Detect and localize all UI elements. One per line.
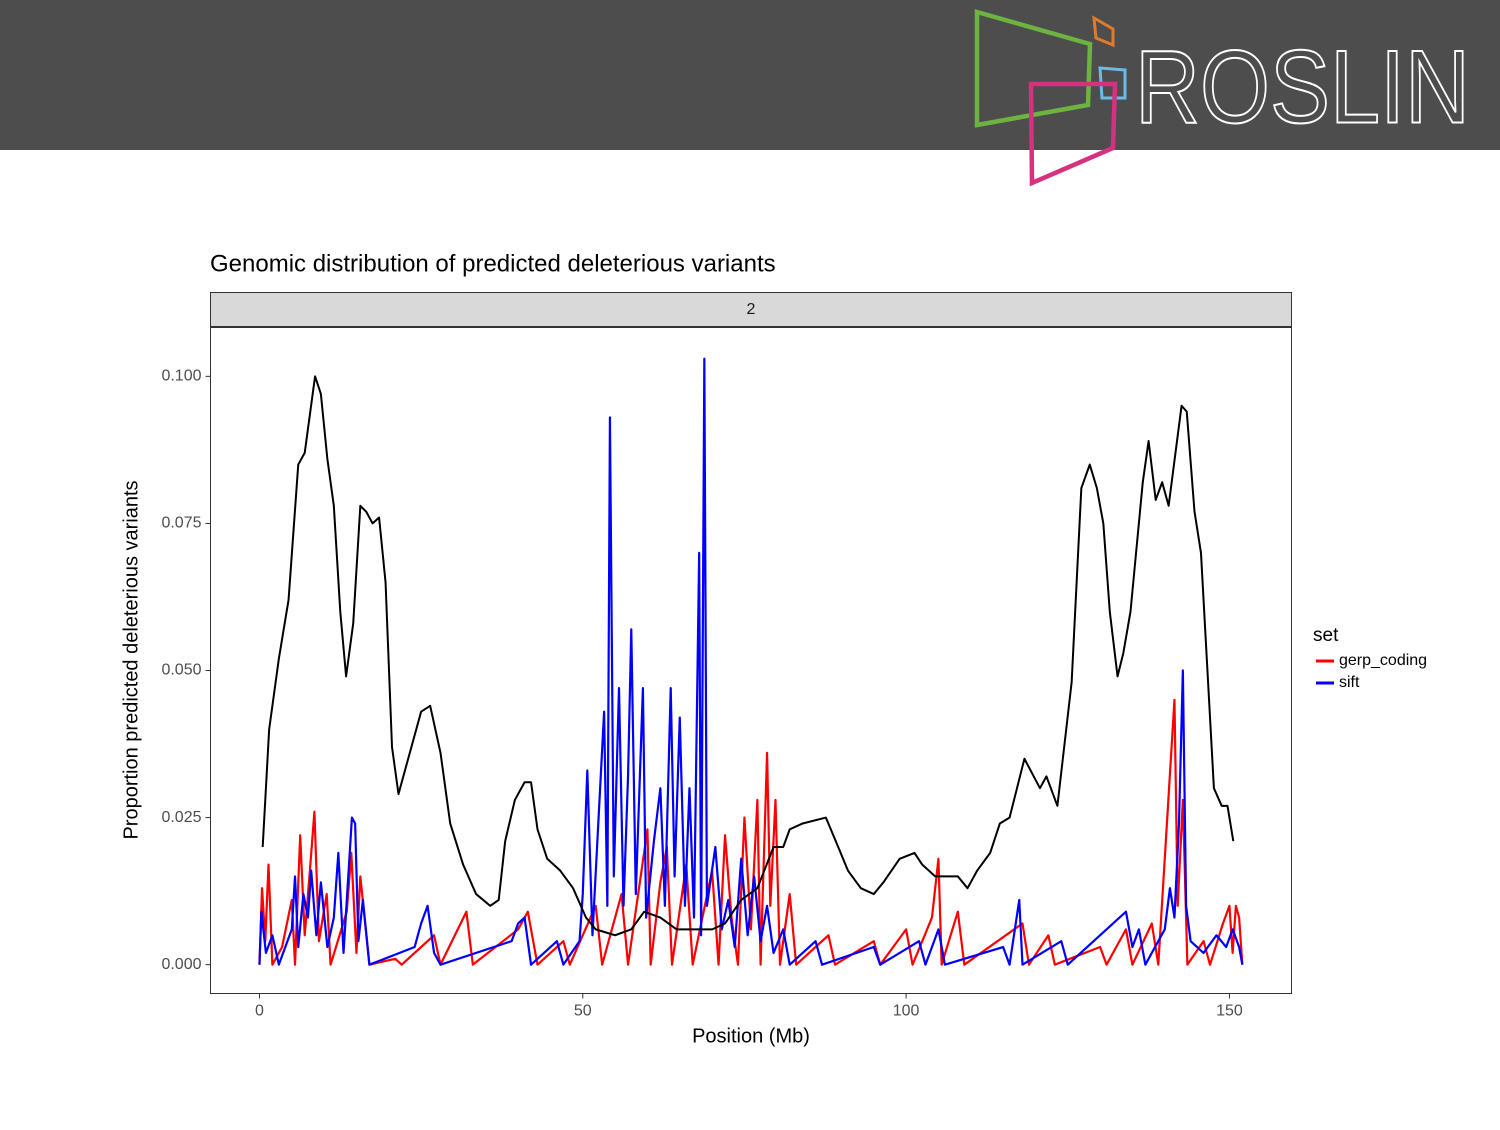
logo bbox=[974, 9, 1127, 187]
plot-border bbox=[210, 327, 1292, 994]
y-axis-label: Proportion predicted deleterious variant… bbox=[120, 480, 142, 839]
chart-title: Genomic distribution of predicted delete… bbox=[210, 250, 776, 277]
x-axis-label: Position (Mb) bbox=[692, 1025, 810, 1047]
legend-label: gerp_coding bbox=[1339, 652, 1427, 669]
legend-label: sift bbox=[1339, 674, 1360, 691]
facet-strip bbox=[210, 292, 1292, 327]
series-line bbox=[258, 357, 1244, 966]
logo-shape bbox=[1098, 66, 1127, 100]
plot-area bbox=[258, 357, 1244, 966]
y-tick-label: 0.050 bbox=[161, 662, 201, 679]
logo-shape bbox=[1028, 81, 1118, 187]
logo-shape bbox=[974, 9, 1093, 128]
x-tick-label: 100 bbox=[893, 1003, 920, 1020]
y-tick-label: 0.075 bbox=[161, 515, 201, 532]
logo-shape bbox=[1092, 15, 1115, 48]
y-tick-label: 0.000 bbox=[161, 956, 201, 973]
y-tick-label: 0.025 bbox=[161, 809, 201, 826]
y-tick-label: 0.100 bbox=[161, 368, 201, 385]
x-tick-label: 150 bbox=[1216, 1003, 1243, 1020]
x-tick-label: 0 bbox=[255, 1003, 264, 1020]
smooth-line bbox=[261, 375, 1235, 937]
series-line bbox=[258, 698, 1244, 966]
legend-title: set bbox=[1313, 625, 1339, 646]
logo-text: ROSLIN bbox=[1135, 29, 1470, 145]
x-tick-label: 50 bbox=[574, 1003, 592, 1020]
facet-label: 2 bbox=[747, 301, 756, 318]
header-bar bbox=[0, 0, 1500, 150]
